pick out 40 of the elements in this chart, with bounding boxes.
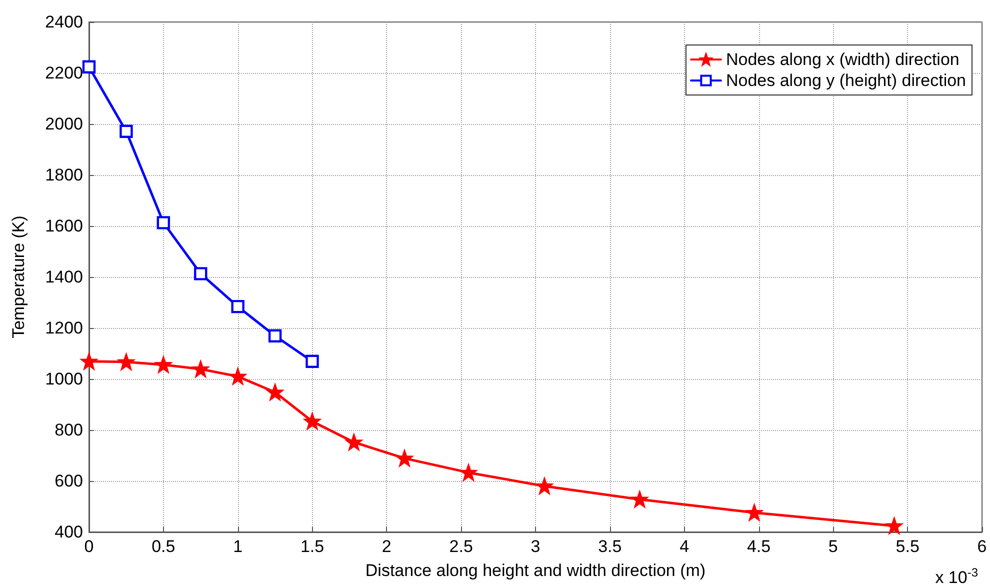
point [460, 464, 476, 480]
y-tick-label: 1600 [45, 216, 83, 236]
point [194, 267, 208, 280]
x-tick-label: 2 [382, 537, 392, 556]
x-axis-title: Distance along height and width direction (m) [365, 561, 706, 580]
x-tick-label: 1 [233, 537, 243, 556]
x-tick-label: 3 [530, 537, 540, 556]
point [82, 60, 96, 74]
point [81, 354, 97, 370]
point [156, 216, 170, 230]
y-tick-label: 400 [54, 522, 83, 542]
point [268, 329, 282, 343]
x-tick-label: 6 [977, 537, 987, 556]
x-tick-label: 5 [828, 537, 838, 556]
y-tick-label: 2400 [45, 12, 83, 32]
x-tick-label: 0 [84, 537, 94, 556]
y-tick-label: 1000 [45, 370, 83, 388]
x-tick-label: 0.5 [152, 537, 176, 556]
legend-label: Nodes along y (height) direction [726, 71, 966, 90]
y-tick-label: 1400 [45, 268, 83, 286]
x-tick-label: 3.5 [598, 537, 622, 556]
point [118, 354, 134, 370]
x-tick-label: 1.5 [300, 537, 324, 556]
y-tick-label: 800 [54, 420, 83, 440]
point [230, 368, 246, 384]
legend-label: Nodes along x (width) direction [726, 50, 960, 69]
x-tick-label: 5.5 [896, 537, 920, 556]
point [193, 361, 208, 377]
y-axis-title: Temperature (K) [9, 216, 28, 338]
x-tick-label: 4.5 [746, 537, 771, 556]
point [231, 300, 244, 314]
y-tick-label: 1800 [45, 166, 83, 184]
x-tick-label: 4 [680, 537, 690, 556]
y-tick-label: 2000 [45, 114, 83, 134]
y-tick-label: 1200 [45, 318, 83, 338]
point [120, 124, 133, 138]
x-tick-label: 2.5 [449, 537, 473, 556]
point [306, 354, 319, 368]
y-tick-label: 600 [54, 472, 83, 490]
y-tick-label: 2200 [45, 64, 83, 82]
